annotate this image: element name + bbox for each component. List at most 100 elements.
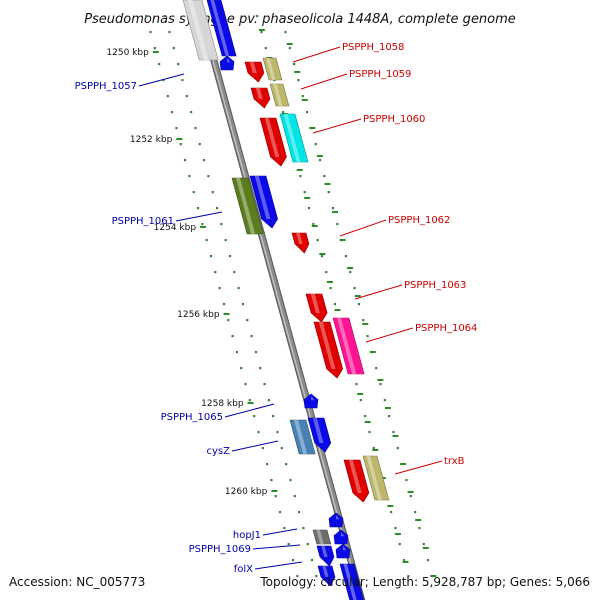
ring-dot [280, 447, 283, 450]
gene-feature-blue [206, 0, 237, 57]
ring-dot [202, 159, 206, 162]
feature-layer [182, 0, 390, 600]
ring-dot [336, 223, 339, 226]
ring-dot [198, 143, 201, 146]
ring-dot [318, 159, 322, 162]
ring-dot [293, 63, 296, 66]
ring-dot [282, 111, 285, 114]
gene-label-text: hopJ1 [233, 530, 261, 541]
gene-label-text: PSPPH_1064 [415, 323, 477, 334]
gene-label: hopJ1 [233, 528, 298, 541]
ring-dot [299, 175, 302, 178]
gene-label: folX [234, 561, 303, 575]
ring-dot [372, 447, 375, 450]
ring-dot [394, 527, 397, 530]
ring-dot [293, 495, 296, 498]
ring-dot [426, 559, 430, 562]
ring-dot [312, 223, 315, 226]
ring-dot [307, 207, 311, 210]
tick-label: 1254 kbp [154, 223, 197, 233]
ring-dot [248, 399, 251, 402]
ring-dot [392, 431, 395, 434]
leader-line [262, 528, 298, 536]
gene-feature-blue [316, 545, 335, 567]
ring-dot [388, 415, 391, 418]
ring-dot [181, 79, 184, 82]
ring-dot [297, 79, 300, 82]
ring-dot [222, 303, 226, 306]
ring-dot [175, 127, 178, 130]
ring-dot [228, 255, 232, 258]
ring-dot [218, 287, 221, 290]
ring-dot [241, 303, 245, 306]
ring-dot [287, 543, 290, 546]
ring-dot [211, 191, 214, 194]
ring-dot [145, 15, 148, 18]
ring-dot [327, 191, 330, 194]
ring-dot [215, 207, 219, 210]
ring-dot [205, 239, 208, 242]
ring-dot [194, 127, 197, 130]
gene-label-text: PSPPH_1062 [388, 215, 450, 226]
ring-dot [422, 543, 425, 546]
ring-dot [185, 95, 188, 98]
ring-dot [306, 543, 309, 546]
tick-label: 1256 kbp [177, 310, 220, 320]
ring-dot [190, 111, 193, 114]
gene-label-text: trxB [444, 456, 465, 467]
gene-feature-red [291, 232, 310, 254]
gene-feature-gray [312, 529, 332, 545]
gene-feature-olive [231, 177, 264, 235]
gene-feature-cyan [279, 113, 309, 163]
ring-dot [257, 431, 260, 434]
ring-dot [244, 383, 247, 386]
ring-dot [153, 47, 156, 50]
backbone-layer [193, 0, 366, 600]
gene-feature-blue [249, 175, 278, 229]
gene-label-text: PSPPH_1063 [404, 280, 466, 291]
gene-label-text: folX [234, 564, 253, 575]
gene-feature-blue [219, 55, 235, 71]
topology-summary: Topology: circular; Length: 5,928,787 bp… [259, 575, 590, 589]
ring-dot [179, 143, 182, 146]
gene-feature-silver [182, 0, 219, 61]
ring-dot [357, 303, 361, 306]
ring-dot [149, 31, 152, 34]
gene-label: PSPPH_1058 [292, 42, 404, 63]
ring-dot [310, 559, 314, 562]
ring-dot [288, 47, 291, 50]
gene-label: PSPPH_1060 [312, 114, 425, 134]
ring-dot [250, 335, 253, 338]
ring-dot [261, 447, 264, 450]
gene-feature-blue [328, 512, 344, 528]
ring-dot [396, 447, 399, 450]
gene-label-text: PSPPH_1065 [161, 412, 223, 423]
ring-dot [379, 383, 382, 386]
leader-line [231, 440, 279, 452]
gene-label-text: PSPPH_1069 [189, 544, 251, 555]
ring-dot [409, 495, 412, 498]
ring-dot [390, 511, 393, 514]
ring-dot [366, 335, 369, 338]
ring-dot [353, 287, 356, 290]
gene-label-text: PSPPH_1060 [363, 114, 425, 125]
ring-dot [171, 111, 174, 114]
ring-dot [188, 175, 191, 178]
leader-line [354, 284, 403, 300]
gene-feature-red [343, 459, 370, 503]
gene-feature-red [305, 293, 328, 323]
ring-dot [233, 271, 236, 274]
leader-line [300, 73, 348, 90]
ring-dot [196, 207, 200, 210]
ring-dot [333, 303, 337, 306]
map-title: Pseudomonas syringae pv. phaseolicola 14… [84, 12, 516, 27]
ring-dot [364, 415, 367, 418]
ring-dot [301, 95, 304, 98]
ring-dot [398, 543, 401, 546]
ring-dot [240, 367, 243, 370]
ring-dot [303, 191, 306, 194]
leader-line [292, 46, 341, 63]
tick-label: 1250 kbp [106, 48, 149, 58]
